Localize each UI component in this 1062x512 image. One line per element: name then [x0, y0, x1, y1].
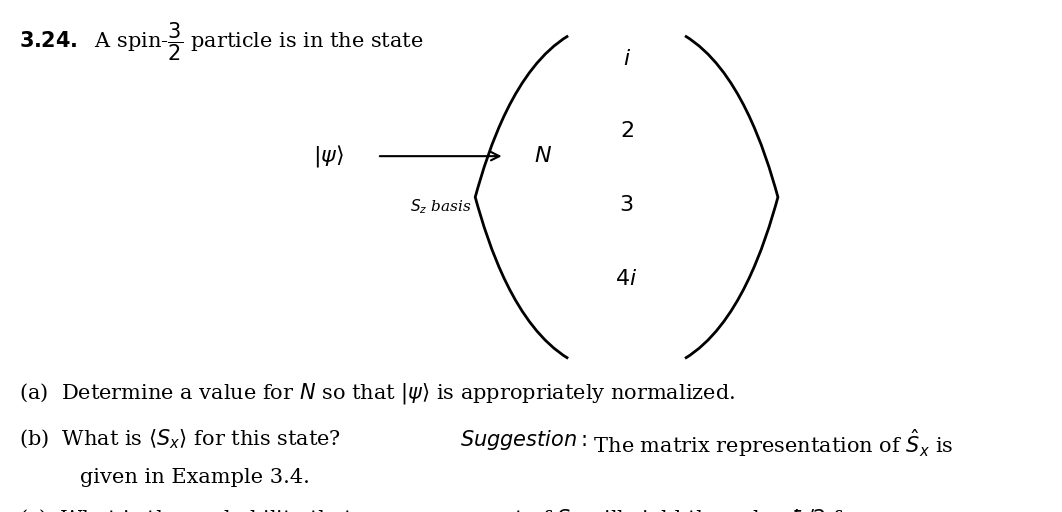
Text: $|\psi\rangle$: $|\psi\rangle$ — [313, 143, 344, 169]
Text: $i$: $i$ — [622, 48, 631, 70]
Text: The matrix representation of $\hat{S}_x$ is: The matrix representation of $\hat{S}_x$… — [587, 428, 954, 459]
Text: $\mathbf{3.24.}$  A spin-$\dfrac{3}{2}$ particle is in the state: $\mathbf{3.24.}$ A spin-$\dfrac{3}{2}$ p… — [19, 20, 424, 63]
Text: $3$: $3$ — [619, 194, 634, 216]
Text: (b)  What is $\langle S_x \rangle$ for this state?: (b) What is $\langle S_x \rangle$ for th… — [19, 428, 342, 451]
Text: given in Example 3.4.: given in Example 3.4. — [80, 468, 309, 487]
Text: $4i$: $4i$ — [616, 268, 637, 290]
Text: $N$: $N$ — [534, 145, 552, 167]
Text: $\mathit{Suggestion:}$: $\mathit{Suggestion:}$ — [460, 428, 587, 452]
Text: (a)  Determine a value for $N$ so that $|\psi\rangle$ is appropriately normalize: (a) Determine a value for $N$ so that $|… — [19, 381, 735, 407]
Text: $2$: $2$ — [619, 120, 634, 141]
Text: (c)  What is the probability that a measurement of $S_x$ will yield the value $\: (c) What is the probability that a measu… — [19, 507, 864, 512]
Text: $S_z$ basis: $S_z$ basis — [410, 197, 472, 216]
